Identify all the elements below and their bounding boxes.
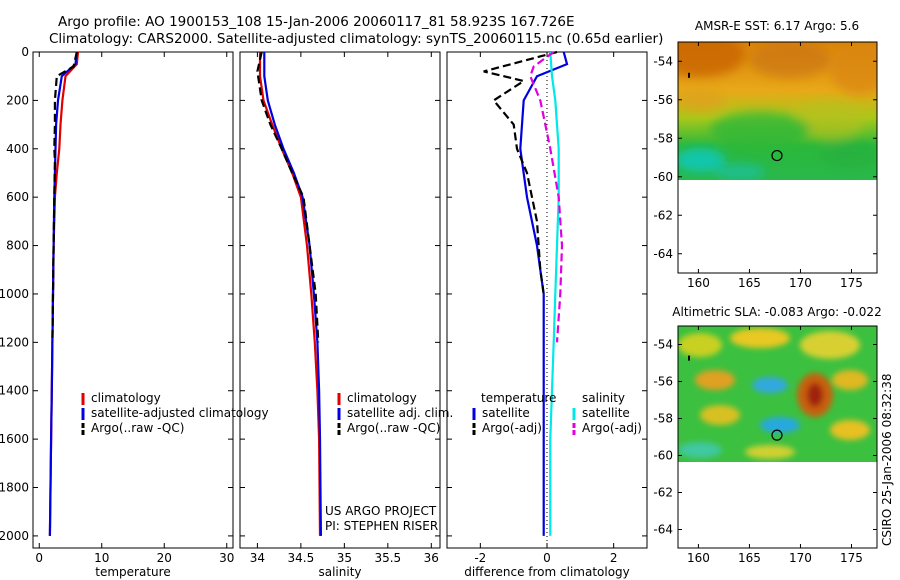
- series-line-argo-raw-qc: [51, 51, 78, 343]
- timestamp-stamp: CSIRO 25-Jan-2006 08:32:38: [880, 374, 894, 546]
- series-line-temperature-satellite: [519, 51, 569, 536]
- figure-subtitle: Climatology: CARS2000. Satellite-adjuste…: [49, 31, 663, 47]
- x-axis-label: difference from climatology: [464, 565, 630, 579]
- sst-map-panel: 160 165 170 175 -54 -56 -58 -60 -62 -64: [653, 41, 878, 290]
- argo-float-marker: [771, 149, 783, 162]
- series-line-temperature-argo-adj: [483, 50, 558, 295]
- plot-frame: [239, 51, 441, 549]
- latitude-tick-label: -64: [653, 523, 673, 537]
- legend-label: satellite adj. clim.: [347, 406, 453, 420]
- longitude-tick-label: 160: [687, 551, 710, 565]
- series-line-climatology: [258, 52, 322, 536]
- latitude-tick-label: -64: [653, 247, 673, 261]
- x-axis-label: temperature: [95, 565, 170, 579]
- longitude-tick-label: 160: [687, 276, 710, 290]
- x-tick-label: 36: [424, 551, 439, 565]
- series-line-climatology: [48, 51, 80, 536]
- pi-credit: PI: STEPHEN RISER: [325, 519, 438, 533]
- sla-map-panel: 160 165 170 175 -54 -56 -58 -60 -62 -64: [653, 325, 878, 565]
- y-tick-label: 400: [6, 142, 29, 156]
- land-speck: [688, 72, 690, 78]
- y-tick-label: 600: [6, 190, 29, 204]
- latitude-tick-label: -56: [653, 93, 673, 107]
- sst-map-title: AMSR-E SST: 6.17 Argo: 5.6: [695, 19, 859, 33]
- x-tick-label: 0: [35, 551, 43, 565]
- y-tick-label: 1200: [0, 335, 29, 349]
- series-line-salinity-satellite: [549, 51, 560, 536]
- latitude-tick-label: -58: [653, 412, 673, 426]
- x-tick-label: -2: [474, 551, 486, 565]
- longitude-tick-label: 175: [840, 551, 863, 565]
- longitude-tick-label: 175: [840, 276, 863, 290]
- latitude-tick-label: -62: [653, 208, 673, 222]
- series-line-salinity-argo-adj: [529, 51, 564, 343]
- x-tick-label: 34: [250, 551, 265, 565]
- y-tick-label: 1400: [0, 384, 29, 398]
- sla-map-field: [678, 326, 877, 462]
- map-frame: [677, 325, 878, 549]
- latitude-tick-label: -62: [653, 486, 673, 500]
- y-tick-label: 200: [6, 93, 29, 107]
- longitude-tick-label: 170: [789, 276, 812, 290]
- salinity-panel: 34 34.5 35 35.5 36 salinity climatologysatelli…: [239, 51, 453, 579]
- y-tick-label: 1000: [0, 287, 29, 301]
- y-tick-label: 0: [21, 45, 29, 59]
- y-tick-label: 800: [6, 239, 29, 253]
- legend-label: satellite: [482, 406, 530, 420]
- figure-title: Argo profile: AO 1900153_108 15-Jan-2006…: [58, 14, 575, 30]
- latitude-tick-label: -60: [653, 449, 673, 463]
- series-line-argo-raw-qc: [256, 51, 320, 343]
- project-credit: US ARGO PROJECT: [325, 504, 437, 518]
- legend-label: Argo(-adj): [582, 421, 642, 435]
- map-frame: [677, 41, 878, 274]
- legend-label: Argo(..raw -QC): [91, 421, 184, 435]
- series-line-satellite-adj-clim: [263, 52, 322, 536]
- legend-group-title: temperature: [481, 391, 556, 405]
- y-tick-label: 1600: [0, 432, 29, 446]
- legend-label: climatology: [347, 391, 417, 405]
- x-axis-label: salinity: [318, 565, 361, 579]
- x-tick-label: 20: [157, 551, 172, 565]
- x-tick-label: 10: [94, 551, 109, 565]
- latitude-tick-label: -56: [653, 375, 673, 389]
- x-tick-label: 2: [610, 551, 618, 565]
- x-tick-label: 35: [337, 551, 352, 565]
- latitude-tick-label: -58: [653, 131, 673, 145]
- longitude-tick-label: 165: [738, 551, 761, 565]
- argo-float-marker: [771, 429, 783, 441]
- temperature-panel: 0 10 20 30 temperature 0 200 400 600 800 1000 1200 1…: [0, 45, 269, 579]
- sla-map-title: Altimetric SLA: -0.083 Argo: -0.022: [672, 305, 881, 319]
- legend-label: climatology: [91, 391, 161, 405]
- x-tick-label: 34.5: [288, 551, 315, 565]
- latitude-tick-label: -54: [653, 54, 673, 68]
- latitude-tick-label: -60: [653, 170, 673, 184]
- legend-label: satellite: [582, 406, 630, 420]
- latitude-tick-label: -54: [653, 338, 673, 352]
- longitude-tick-label: 165: [738, 276, 761, 290]
- x-tick-label: 30: [219, 551, 234, 565]
- legend-group-title: salinity: [582, 391, 625, 405]
- land-speck: [688, 355, 690, 361]
- legend-label: satellite-adjusted climatology: [91, 406, 269, 420]
- y-tick-label: 2000: [0, 529, 29, 543]
- longitude-tick-label: 170: [789, 551, 812, 565]
- legend-label: Argo(..raw -QC): [347, 421, 440, 435]
- sst-map-field: [678, 42, 877, 180]
- series-line-satellite-adjusted-climatology: [48, 51, 78, 536]
- y-tick-label: 1800: [0, 481, 29, 495]
- x-tick-label: 35.5: [374, 551, 401, 565]
- legend-label: Argo(-adj): [482, 421, 542, 435]
- x-tick-label: 0: [543, 551, 551, 565]
- plot-frame: [32, 51, 234, 549]
